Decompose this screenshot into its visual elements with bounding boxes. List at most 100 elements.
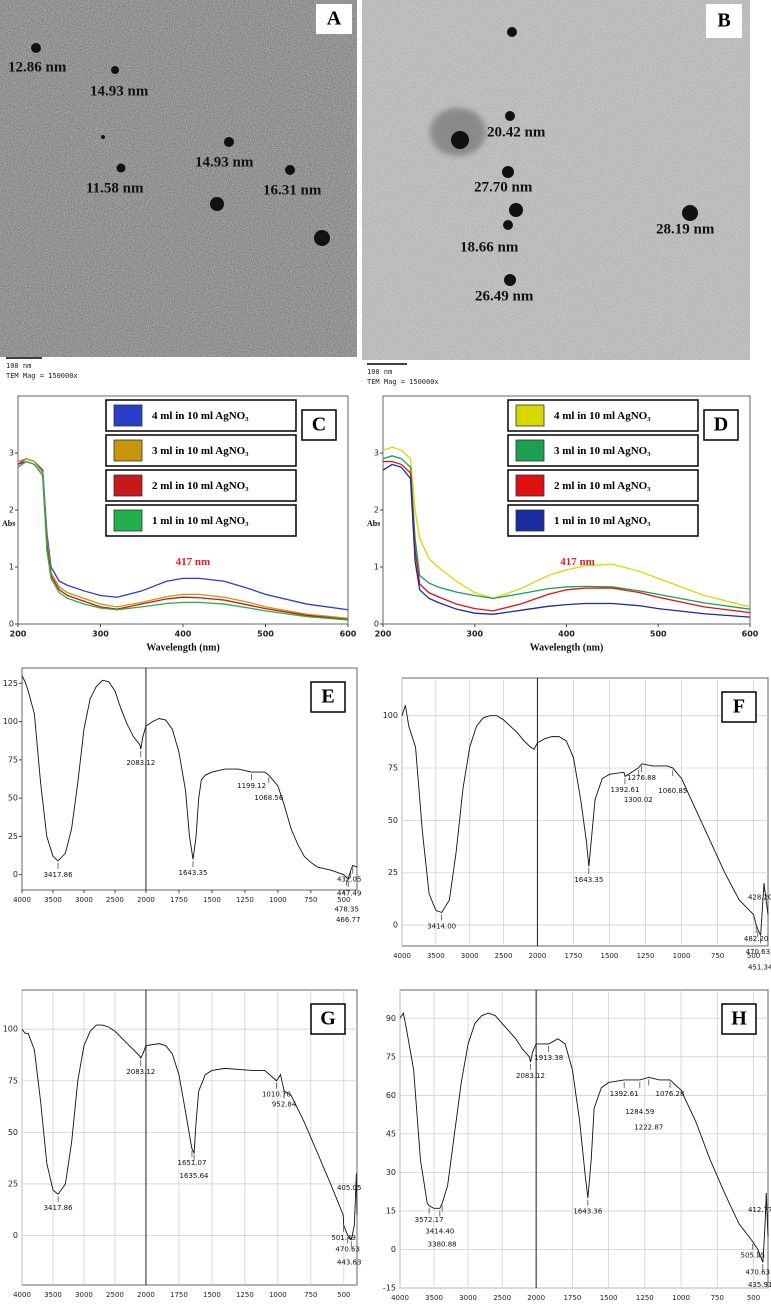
panel-letter: H (731, 1008, 747, 1030)
x-tick-label: 3000 (461, 952, 479, 960)
y-tick-label: 100 (383, 711, 398, 720)
tem-grain (362, 0, 750, 360)
x-tick-label: 1250 (637, 952, 655, 960)
peak-label: 428.20 (748, 894, 771, 902)
y-tick-label: 125 (3, 679, 18, 688)
y-tick-label: 75 (388, 764, 398, 773)
peak-label: 1284.59 (625, 1108, 654, 1116)
x-tick-label: 1750 (565, 952, 583, 960)
peak-label: 1076.28 (656, 1090, 685, 1098)
particle (285, 165, 295, 175)
legend-swatch (113, 404, 143, 427)
legend-label: 1 ml in 10 ml AgNO₃ (152, 515, 249, 527)
annotation: 417 nm (560, 556, 595, 568)
x-tick-label: 2000 (527, 1294, 545, 1302)
tem-image-a: A 12.86 nm 14.93 nm 14.93 nm 11.58 nm 16… (0, 0, 357, 380)
y-tick-label: 30 (386, 1168, 396, 1177)
particle-size: 27.70 nm (474, 179, 533, 195)
y-tick-label: 0 (374, 620, 379, 629)
peak-label: 478.35 (334, 906, 359, 914)
x-tick-label: 400 (558, 630, 575, 639)
chart-c: 0 1 2 3 200 300 400 500 600 4 ml in 10 ml AgNO₃ 3 … (2, 395, 357, 653)
chart-d: 0 1 2 3 200 300 400 500 600 4 ml in 10 ml AgNO₃ 3 … (367, 395, 759, 653)
peak-label: 3417.86 (44, 871, 73, 879)
y-tick-label: 1 (374, 563, 379, 572)
y-tick-label: 2 (9, 506, 14, 515)
x-tick-label: 2500 (495, 952, 513, 960)
particle (224, 137, 234, 147)
x-tick-label: 500 (337, 896, 350, 904)
y-tick-label: 25 (8, 832, 18, 841)
y-tick-label: 100 (3, 717, 18, 726)
peak-label: 466.77 (336, 916, 361, 924)
peak-label: 405.05 (337, 1184, 362, 1192)
plot-frame (21, 667, 358, 891)
particle-size: 18.66 nm (460, 239, 519, 255)
x-tick-label: 750 (711, 1294, 724, 1302)
x-tick-label: 3000 (75, 1291, 93, 1299)
legend-label: 2 ml in 10 ml AgNO₃ (554, 480, 651, 492)
particle-size: 12.86 nm (8, 59, 67, 75)
x-tick-label: 2500 (493, 1294, 511, 1302)
y-tick-label: 0 (9, 620, 14, 629)
panel-letter-box (706, 4, 742, 38)
x-tick-label: 4000 (13, 1291, 31, 1299)
x-tick-label: 750 (711, 952, 724, 960)
x-axis-title: Wavelength (nm) (530, 642, 604, 653)
y-tick-label: 25 (8, 1179, 18, 1188)
x-tick-label: 500 (747, 952, 760, 960)
x-tick-label: 200 (375, 630, 392, 639)
legend-swatch (515, 509, 545, 532)
particle (507, 27, 517, 37)
series-line (17, 460, 349, 621)
panel-letter: F (733, 696, 745, 718)
legend-label: 3 ml in 10 ml AgNO₃ (554, 445, 651, 457)
peak-label: 1010.70 (262, 1091, 291, 1099)
peak-label: 447.49 (337, 889, 362, 897)
peak-label: 952.84 (272, 1101, 297, 1109)
legend-swatch (515, 439, 545, 462)
panel-letter-box (316, 4, 352, 34)
peak-label: 470.63 (746, 948, 771, 956)
y-tick-label: 0 (13, 1231, 18, 1240)
particles (451, 27, 698, 286)
y-tick-label: 25 (388, 868, 398, 877)
y-tick-label: 75 (8, 1076, 18, 1085)
x-tick-label: 1500 (203, 1291, 221, 1299)
x-tick-label: 500 (257, 630, 274, 639)
peak-label: 1913.38 (534, 1054, 563, 1062)
x-tick-label: 2500 (106, 896, 124, 904)
x-tick-label: 4000 (13, 896, 31, 904)
x-tick-label: 1750 (170, 1291, 188, 1299)
x-tick-label: 4000 (391, 1294, 409, 1302)
particle (451, 131, 469, 149)
x-tick-label: 1000 (269, 1291, 287, 1299)
y-tick-label: -15 (383, 1284, 396, 1293)
legend-label: 4 ml in 10 ml AgNO₃ (554, 410, 651, 422)
x-tick-label: 1750 (170, 896, 188, 904)
particle (116, 163, 126, 173)
panel-letter: A (327, 8, 342, 30)
y-tick-label: 0 (13, 870, 18, 879)
particle (314, 230, 330, 246)
x-tick-label: 3000 (459, 1294, 477, 1302)
y-tick-label: 50 (8, 794, 18, 803)
peak-label: 443.63 (337, 1259, 362, 1267)
peak-label: 3572.17 (415, 1216, 444, 1224)
y-tick-label: 50 (388, 816, 398, 825)
tem-grain (0, 0, 357, 357)
peak-label: 412.77 (748, 1206, 771, 1214)
scale-bar-label: 100 nm (6, 362, 31, 370)
x-tick-label: 600 (742, 630, 759, 639)
particle-size: 20.42 nm (487, 124, 546, 140)
x-tick-label: 2500 (106, 1291, 124, 1299)
legend-label: 4 ml in 10 ml AgNO₃ (152, 410, 249, 422)
particle (502, 166, 514, 178)
y-axis-title: Abs (367, 519, 380, 528)
legend-label: 2 ml in 10 ml AgNO₃ (152, 480, 249, 492)
x-tick-label: 2000 (137, 1291, 155, 1299)
particle-size: 26.49 nm (475, 288, 534, 304)
x-tick-label: 2000 (529, 952, 547, 960)
particle (31, 43, 41, 53)
